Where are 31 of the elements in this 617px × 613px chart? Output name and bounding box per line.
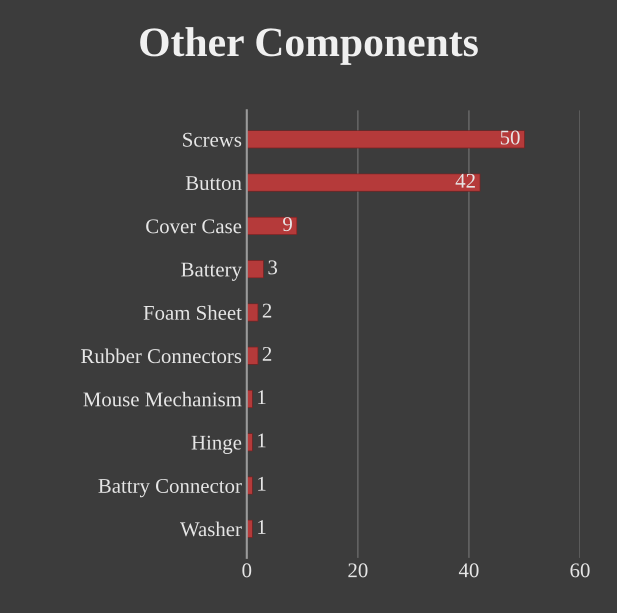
data-label: 9 [283,217,292,232]
bar [246,216,298,235]
bar [246,346,258,365]
data-label: 42 [456,174,475,188]
y-tick-label: Battery [181,262,242,281]
data-label: 2 [262,346,272,361]
y-tick-label: Screws [183,132,242,147]
data-label: 1 [258,520,266,534]
data-label: 1 [258,476,266,491]
y-tick-label: Cover Case [146,219,242,234]
x-tick-label: 0 [242,563,252,578]
bar [246,174,480,192]
data-label: 3 [268,260,278,274]
x-tick-label: 40 [458,563,479,578]
y-tick-label: Battry Connector [98,478,242,498]
data-label: 1 [258,390,266,404]
chart-title: Other Components [140,27,478,65]
bar [246,260,264,278]
y-tick-label: Rubber Connectors [81,348,242,364]
bar [246,303,258,322]
y-tick-label: Washer [180,522,242,536]
bar [246,130,525,148]
data-label: 1 [258,434,266,448]
data-label: 2 [262,304,272,318]
y-tick-label: Hinge [192,436,242,454]
y-tick-label: Button [186,176,242,190]
y-tick-label: Mouse Mechanism [83,392,242,406]
data-label: 50 [500,130,520,145]
x-tick-label: 20 [348,563,368,578]
x-tick-label: 60 [570,563,590,578]
y-tick-label: Foam Sheet [144,305,242,320]
